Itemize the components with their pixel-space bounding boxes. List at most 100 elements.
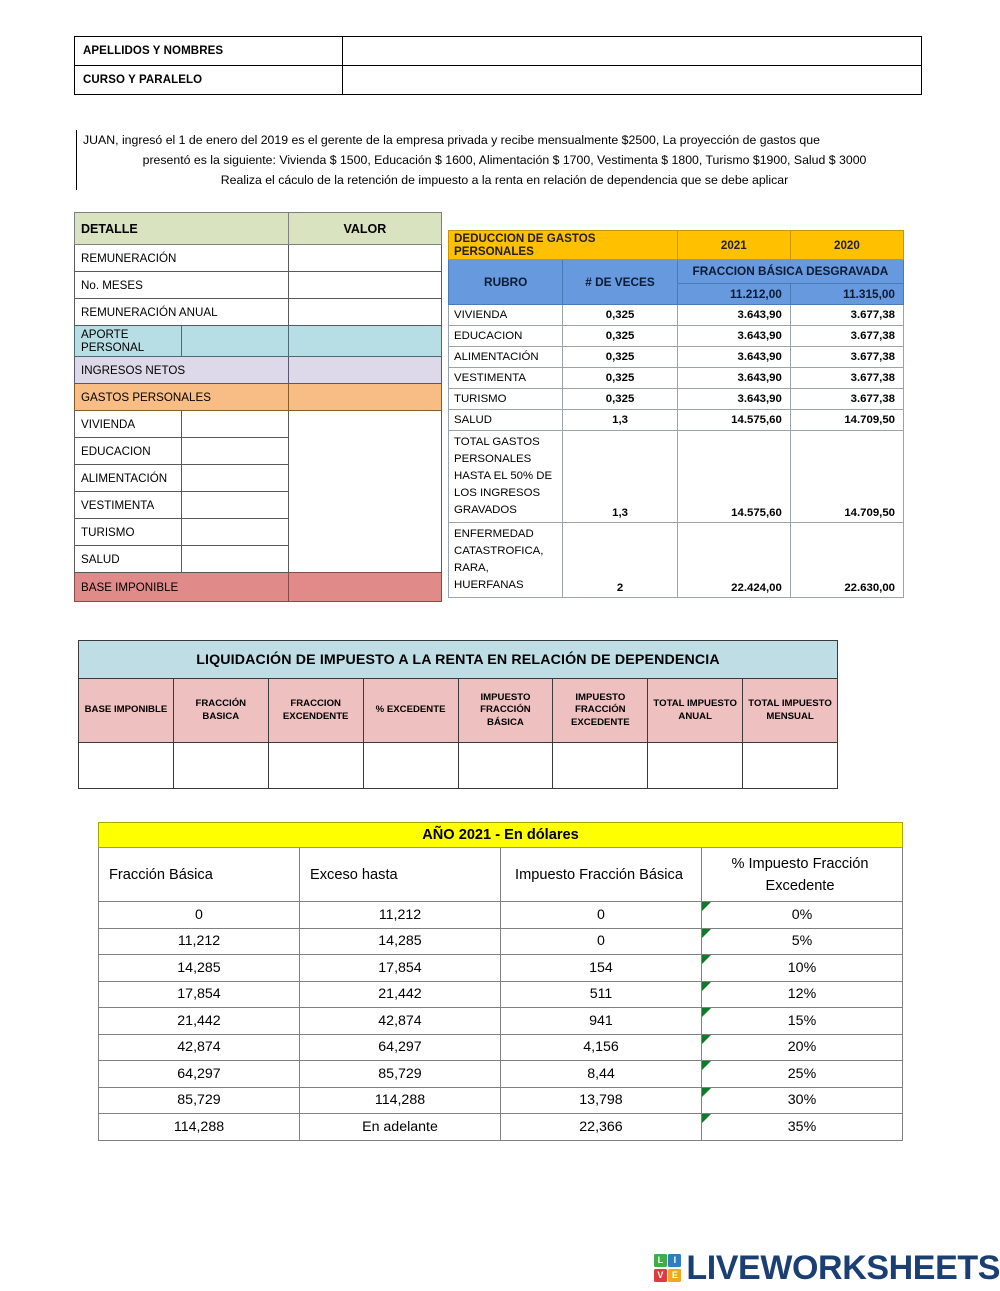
curso-input[interactable] (342, 65, 922, 95)
rubro-header: RUBRO (447, 259, 564, 305)
liveworksheets-logo: L I V E LIVEWORKSHEETS (653, 1251, 1000, 1285)
table-row: 85,729 114,288 13,798 30% (98, 1086, 903, 1114)
table-row: EDUCACION 0,325 3.643,90 3.677,38 (447, 325, 905, 347)
header-total-impuesto-mensual: TOTAL IMPUESTO MENSUAL (742, 678, 838, 743)
answer-fraccion-excendente[interactable] (267, 742, 364, 789)
mid-input-salud[interactable] (180, 545, 289, 573)
mid-input-aporte-personal[interactable] (180, 325, 289, 357)
y2021-alimentacion: 3.643,90 (676, 346, 791, 368)
deduccion-header-row: RUBRO # DE VECES FRACCION BÁSICA DESGRAV… (447, 259, 905, 305)
mid-input-vivienda[interactable] (180, 410, 289, 438)
veces-header: # DE VECES (562, 259, 678, 305)
bracket-fraccion-basica: 21,442 (98, 1007, 300, 1035)
mid-input-turismo[interactable] (180, 518, 289, 546)
veces-vestimenta: 0,325 (562, 367, 678, 389)
header-pct-impuesto-fraccion-excedente: % Impuesto Fracción Excedente (701, 847, 903, 902)
bracket-pct-excedente: 0% (701, 901, 903, 929)
row-label-aporte-personal: APORTE PERSONAL (74, 325, 182, 357)
bracket-exceso-hasta: 64,297 (299, 1033, 501, 1061)
detalle-header-row: DETALLE VALOR (74, 212, 443, 245)
bracket-pct-value: 35% (787, 1118, 817, 1135)
detalle-header-label: DETALLE (74, 212, 289, 245)
valor-input-aporte-personal[interactable] (287, 325, 443, 357)
row-label-remuneracion-anual: REMUNERACIÓN ANUAL (74, 298, 289, 326)
valor-input-no-meses[interactable] (287, 271, 443, 299)
table-row: GASTOS PERSONALES (74, 383, 443, 411)
bracket-pct-value: 10% (787, 959, 817, 976)
bracket-fraccion-basica: 114,288 (98, 1113, 300, 1141)
statement-line-1: JUAN, ingresó el 1 de enero del 2019 es … (83, 133, 820, 147)
table-row: VESTIMENTA 0,325 3.643,90 3.677,38 (447, 367, 905, 389)
liquidacion-table: LIQUIDACIÓN DE IMPUESTO A LA RENTA EN RE… (78, 640, 838, 789)
veces-enfermedad-catastrofica: 2 (562, 522, 678, 598)
mid-input-alimentacion[interactable] (180, 464, 289, 492)
veces-educacion: 0,325 (562, 325, 678, 347)
row-label-educacion: EDUCACION (74, 437, 182, 465)
mid-input-vestimenta[interactable] (180, 491, 289, 519)
bracket-fraccion-basica: 17,854 (98, 980, 300, 1008)
rubro-turismo: TURISMO (447, 388, 564, 410)
y2021-vestimenta: 3.643,90 (676, 367, 791, 389)
brackets-title-row: AÑO 2021 - En dólares (98, 822, 903, 848)
valor-input-base-imponible[interactable] (287, 572, 443, 602)
valor-input-gastos-merged[interactable] (287, 410, 443, 573)
mid-input-educacion[interactable] (180, 437, 289, 465)
valor-input-remuneracion-anual[interactable] (287, 298, 443, 326)
brackets-title: AÑO 2021 - En dólares (98, 822, 903, 848)
header-total-impuesto-anual: TOTAL IMPUESTO ANUAL (647, 678, 744, 743)
curso-label: CURSO Y PARALELO (74, 65, 343, 95)
statement-line-3: Realiza el cáculo de la retención de imp… (220, 173, 789, 187)
error-marker-icon (702, 1087, 711, 1097)
header-pct-excedente: % EXCEDENTE (362, 678, 459, 743)
answer-fraccion-basica[interactable] (172, 742, 269, 789)
bracket-pct-value: 0% (791, 906, 813, 923)
apellidos-input[interactable] (342, 36, 922, 66)
y2020-salud: 14.709,50 (789, 409, 905, 431)
bracket-exceso-hasta: 85,729 (299, 1060, 501, 1088)
bracket-fraccion-basica: 14,285 (98, 954, 300, 982)
answer-impuesto-fraccion-excedente[interactable] (552, 742, 649, 789)
bracket-impuesto-fraccion-basica: 511 (500, 980, 702, 1008)
table-row: APELLIDOS Y NOMBRES (74, 36, 922, 66)
answer-pct-excedente[interactable] (362, 742, 459, 789)
table-row: 14,285 17,854 154 10% (98, 954, 903, 982)
answer-total-impuesto-mensual[interactable] (742, 742, 838, 789)
logo-tile-l: L (653, 1254, 667, 1268)
veces-total-gastos-personales: 1,3 (562, 430, 678, 523)
table-row: TOTAL GASTOS PERSONALES HASTA EL 50% DE … (447, 430, 905, 523)
bracket-impuesto-fraccion-basica: 4,156 (500, 1033, 702, 1061)
table-row: No. MESES (74, 271, 443, 299)
bracket-exceso-hasta: 42,874 (299, 1007, 501, 1035)
deduccion-title-row: DEDUCCION DE GASTOS PERSONALES 2021 2020 (448, 230, 905, 260)
table-row: ALIMENTACIÓN (74, 464, 442, 492)
valor-input-remuneracion[interactable] (287, 244, 443, 272)
error-marker-icon (702, 981, 711, 991)
valor-input-ingresos-netos[interactable] (287, 356, 443, 384)
bracket-pct-excedente: 30% (701, 1086, 903, 1114)
row-label-turismo: TURISMO (74, 518, 182, 546)
identity-table: APELLIDOS Y NOMBRES CURSO Y PARALELO (74, 36, 922, 95)
liquidacion-title-row: LIQUIDACIÓN DE IMPUESTO A LA RENTA EN RE… (78, 640, 838, 679)
table-row: TURISMO 0,325 3.643,90 3.677,38 (447, 388, 905, 410)
y2020-turismo: 3.677,38 (789, 388, 905, 410)
answer-impuesto-fraccion-basica[interactable] (457, 742, 554, 789)
row-label-alimentacion: ALIMENTACIÓN (74, 464, 182, 492)
y2021-salud: 14.575,60 (676, 409, 791, 431)
detalle-table: DETALLE VALOR REMUNERACIÓN No. MESES REM… (74, 212, 443, 602)
veces-vivienda: 0,325 (562, 304, 678, 326)
fraccion-2020-value: 11.315,00 (789, 283, 905, 305)
answer-total-impuesto-anual[interactable] (647, 742, 744, 789)
table-row: SALUD (74, 545, 442, 573)
fraccion-2021-value: 11.212,00 (676, 283, 791, 305)
table-row: 21,442 42,874 941 15% (98, 1007, 903, 1035)
bracket-pct-value: 30% (787, 1092, 817, 1109)
bracket-impuesto-fraccion-basica: 8,44 (500, 1060, 702, 1088)
valor-input-gastos-personales[interactable] (287, 383, 443, 411)
header-impuesto-fraccion-basica: IMPUESTO FRACCIÓN BÁSICA (457, 678, 554, 743)
deduccion-title: DEDUCCION DE GASTOS PERSONALES (448, 230, 678, 260)
row-label-remuneracion: REMUNERACIÓN (74, 244, 289, 272)
error-marker-icon (702, 902, 711, 911)
bracket-fraccion-basica: 0 (98, 901, 300, 929)
bracket-impuesto-fraccion-basica: 22,366 (500, 1113, 702, 1141)
answer-base-imponible[interactable] (78, 742, 174, 789)
